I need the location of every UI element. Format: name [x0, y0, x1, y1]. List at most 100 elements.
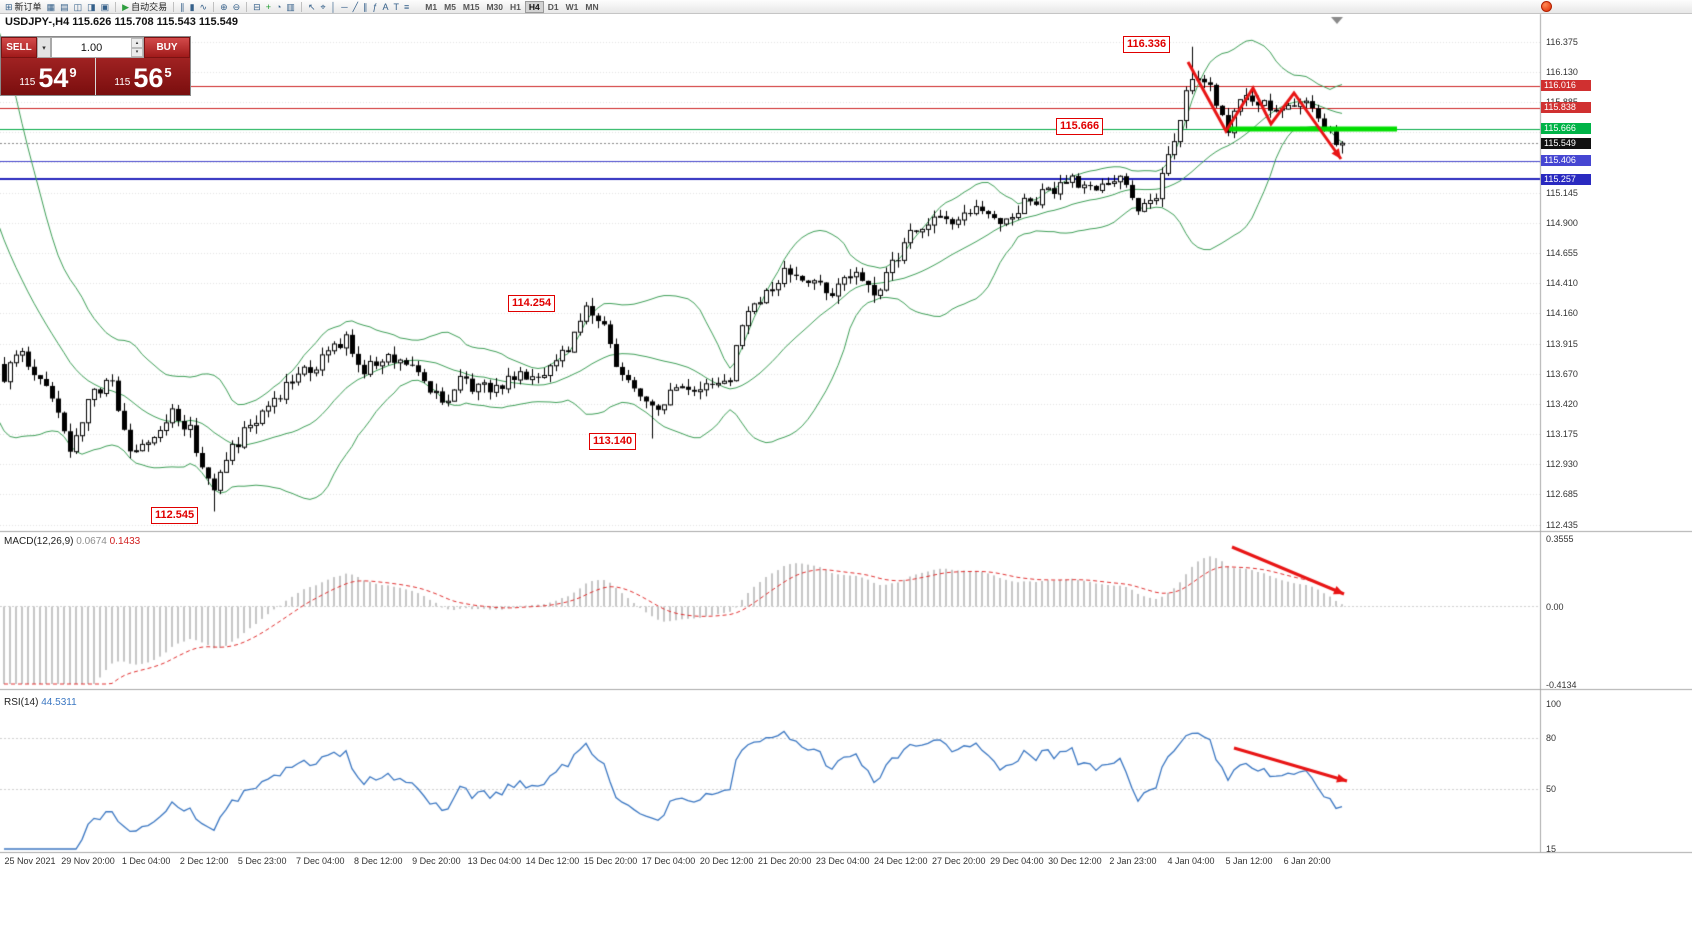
text-label-button[interactable]: T	[392, 1, 402, 13]
new-order-icon: ⊞	[5, 1, 13, 12]
buy-price-prefix: 115	[114, 77, 131, 88]
charts-button[interactable]: ▦	[45, 1, 58, 13]
new-order-button[interactable]: ⊞ 新订单	[3, 1, 44, 13]
market-watch-button[interactable]: ◫	[72, 1, 85, 13]
price-annotation[interactable]: 116.336	[1123, 36, 1171, 53]
one-click-trading-panel: SELL ▾ ▴ ▾ BUY 115 54 9 115 56 5	[0, 36, 191, 96]
trendline-button[interactable]: ╱	[351, 1, 360, 13]
buy-price-display[interactable]: 115 56 5	[96, 58, 190, 95]
line-chart-button[interactable]: ∿	[198, 1, 210, 13]
auto-trading-button[interactable]: ▶ 自动交易	[120, 1, 169, 13]
chart-ohlc-title: USDJPY-,H4 115.626 115.708 115.543 115.5…	[5, 16, 239, 28]
sell-button[interactable]: SELL	[1, 37, 37, 58]
main-toolbar: ⊞ 新订单 ▦ ▤ ◫ ◨ ▣ ▶ 自动交易 ∥ ▮ ∿ ⊕ ⊖ ⊟ + ◔ ▥ ↖ ⌖ │ ─ ╱ ∥ ƒ A T ≡ M1 M5 M15…	[0, 0, 1692, 14]
charts-icon: ▦	[46, 1, 56, 12]
buy-price-sup: 5	[164, 65, 172, 80]
timeframe-m1[interactable]: M1	[425, 1, 438, 12]
terminal-button[interactable]: ▣	[99, 1, 112, 13]
price-annotation[interactable]: 114.254	[508, 295, 556, 312]
auto-trading-icon: ▶	[122, 1, 130, 12]
timeframe-w1[interactable]: W1	[565, 1, 579, 12]
shapes-icon: ≡	[404, 1, 410, 12]
sell-price-display[interactable]: 115 54 9	[1, 58, 95, 95]
candlestick-chart-icon: ▮	[189, 1, 195, 12]
sell-price-sup: 9	[69, 65, 77, 80]
toolbar-separator	[173, 1, 175, 12]
timeframe-h4[interactable]: H4	[524, 0, 544, 13]
rsi-name: RSI(14)	[4, 697, 39, 708]
timeframe-mn[interactable]: MN	[585, 1, 599, 12]
timeframe-group: M1 M5 M15 M30 H1 H4 D1 W1 MN	[422, 0, 601, 13]
cursor-button[interactable]: ↖	[306, 1, 318, 13]
chevron-down-icon: ▾	[135, 49, 139, 56]
shapes-button[interactable]: ≡	[402, 1, 411, 13]
periods-button[interactable]: ◔	[274, 1, 283, 13]
vertical-line-icon: │	[330, 1, 337, 12]
volume-down-button[interactable]: ▾	[131, 47, 143, 57]
equidistant-channel-button[interactable]: ∥	[361, 1, 370, 13]
vertical-line-button[interactable]: │	[329, 1, 339, 13]
fibonacci-button[interactable]: ƒ	[371, 1, 380, 13]
time-scale-axis[interactable]	[0, 853, 1540, 869]
macd-main-value: 0.0674	[76, 536, 107, 547]
text-button[interactable]: A	[381, 1, 391, 13]
timeframe-m30[interactable]: M30	[486, 1, 504, 12]
tile-windows-icon: ⊟	[253, 1, 261, 12]
volume-spinner: ▴ ▾	[131, 38, 143, 57]
rsi-value: 44.5311	[41, 697, 77, 708]
crosshair-icon: ⌖	[320, 1, 326, 12]
volume-up-button[interactable]: ▴	[131, 38, 143, 48]
templates-button[interactable]: ▥	[284, 1, 297, 13]
templates-icon: ▥	[286, 1, 295, 12]
fibonacci-icon: ƒ	[372, 1, 378, 12]
timeframe-h1[interactable]: H1	[510, 1, 521, 12]
price-annotation[interactable]: 115.666	[1056, 118, 1104, 135]
zoom-out-button[interactable]: ⊖	[231, 1, 243, 13]
volume-input[interactable]	[52, 38, 131, 57]
buy-button[interactable]: BUY	[144, 37, 190, 58]
horizontal-line-icon: ─	[341, 1, 348, 12]
profiles-button[interactable]: ▤	[58, 1, 71, 13]
market-watch-icon: ◫	[73, 1, 83, 12]
horizontal-line-button[interactable]: ─	[339, 1, 349, 13]
rsi-indicator-label: RSI(14) 44.5311	[4, 697, 77, 708]
macd-signal-value: 0.1433	[109, 536, 141, 547]
toolbar-separator	[300, 1, 302, 12]
cursor-icon: ↖	[307, 1, 316, 12]
zoom-in-icon: ⊕	[220, 1, 228, 12]
candlestick-chart-button[interactable]: ▮	[188, 1, 197, 13]
new-order-label: 新订单	[14, 2, 42, 12]
timeframe-m5[interactable]: M5	[444, 1, 456, 12]
bar-chart-button[interactable]: ∥	[178, 1, 187, 13]
tile-windows-button[interactable]: ⊟	[251, 1, 263, 13]
auto-trading-label: 自动交易	[131, 2, 168, 12]
trade-controls-row: SELL ▾ ▴ ▾ BUY	[1, 37, 190, 58]
bar-chart-icon: ∥	[180, 1, 185, 12]
zoom-out-icon: ⊖	[232, 1, 241, 12]
indicators-add-button[interactable]: +	[264, 1, 273, 13]
line-chart-icon: ∿	[199, 1, 208, 12]
macd-name: MACD(12,26,9)	[4, 536, 74, 547]
order-type-dropdown[interactable]: ▾	[37, 37, 51, 58]
trade-prices-row: 115 54 9 115 56 5	[1, 58, 190, 95]
price-annotation[interactable]: 113.140	[589, 433, 637, 450]
text-icon: A	[382, 1, 389, 12]
periods-icon: ◔	[275, 1, 282, 12]
toolbar-separator	[115, 1, 117, 12]
equidistant-channel-icon: ∥	[363, 1, 368, 12]
navigator-icon: ◨	[87, 1, 96, 12]
notification-badge-icon[interactable]	[1541, 1, 1552, 12]
timeframe-m15[interactable]: M15	[462, 1, 480, 12]
terminal-icon: ▣	[100, 1, 110, 12]
price-scale-axis[interactable]	[1540, 14, 1692, 852]
price-annotation[interactable]: 112.545	[151, 507, 199, 524]
crosshair-button[interactable]: ⌖	[318, 1, 327, 13]
chevron-down-icon: ▾	[42, 44, 46, 52]
sell-price-prefix: 115	[19, 77, 36, 88]
zoom-in-button[interactable]: ⊕	[218, 1, 230, 13]
timeframe-d1[interactable]: D1	[547, 1, 559, 12]
navigator-button[interactable]: ◨	[85, 1, 98, 13]
volume-field: ▴ ▾	[51, 37, 144, 58]
toolbar-separator	[246, 1, 248, 12]
